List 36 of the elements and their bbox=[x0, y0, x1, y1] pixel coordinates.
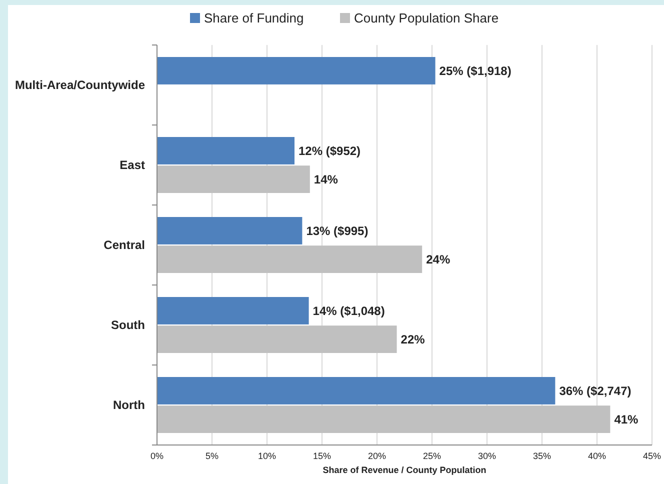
data-label: 12% ($952) bbox=[298, 144, 361, 158]
bar bbox=[157, 137, 294, 164]
data-label: 25% ($1,918) bbox=[439, 64, 512, 78]
y-tick-label: North bbox=[113, 398, 145, 412]
x-tick-label: 35% bbox=[532, 451, 552, 461]
bar bbox=[157, 217, 302, 244]
y-tick-label: South bbox=[111, 318, 145, 332]
x-tick-label: 20% bbox=[368, 451, 386, 461]
y-tick-label: Central bbox=[104, 238, 145, 252]
bar bbox=[157, 297, 309, 324]
x-tick-label: 45% bbox=[642, 451, 662, 461]
data-label: 41% bbox=[614, 412, 639, 426]
x-tick-label: 30% bbox=[478, 451, 496, 461]
data-label: 13% ($995) bbox=[306, 224, 368, 238]
bar bbox=[157, 57, 436, 84]
data-label: 14% bbox=[314, 172, 338, 186]
x-tick-label: 10% bbox=[258, 451, 276, 461]
data-label: 24% bbox=[426, 252, 450, 266]
x-tick-label: 15% bbox=[312, 451, 332, 461]
data-label: 36% ($2,747) bbox=[559, 384, 632, 398]
legend-label: Share of Funding bbox=[204, 10, 304, 26]
y-tick-label: Multi-Area/Countywide bbox=[14, 78, 146, 92]
bar bbox=[157, 377, 556, 404]
x-tick-label: 0% bbox=[150, 451, 164, 461]
x-axis-title: Share of Revenue / County Population bbox=[322, 465, 486, 475]
x-tick-label: 40% bbox=[588, 451, 606, 461]
legend-label: County Population Share bbox=[354, 10, 499, 26]
y-tick-label: East bbox=[120, 158, 145, 172]
x-tick-label: 25% bbox=[422, 451, 442, 461]
x-tick-label: 5% bbox=[205, 451, 219, 461]
bar bbox=[157, 246, 422, 273]
bar bbox=[157, 166, 310, 193]
data-label: 22% bbox=[400, 332, 426, 346]
bar bbox=[157, 326, 397, 353]
data-label: 14% ($1,048) bbox=[312, 304, 385, 318]
bar bbox=[157, 406, 610, 433]
